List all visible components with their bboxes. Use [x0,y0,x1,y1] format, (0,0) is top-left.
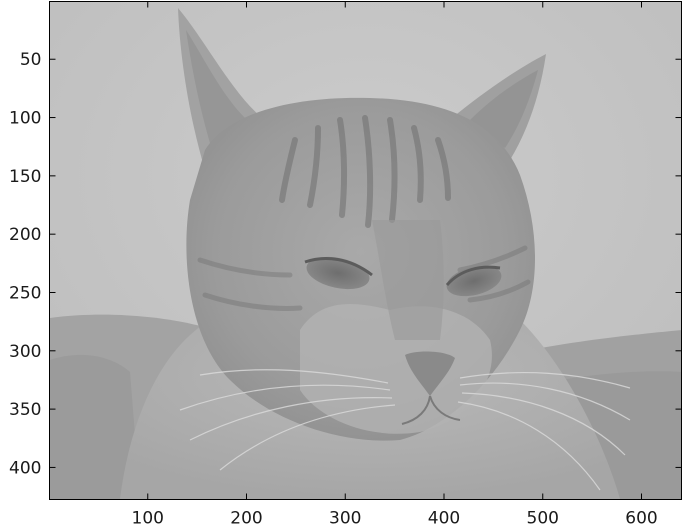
axes-frame [49,1,682,500]
y-tick-label: 100 [9,109,41,129]
y-tick-label: 250 [9,283,41,303]
x-tick-label: 200 [230,509,262,529]
x-tick-label: 600 [625,509,657,529]
y-tick-label: 150 [9,167,41,187]
y-tick-label: 200 [9,225,41,245]
y-axis: 50 100 150 200 250 300 350 400 [9,50,682,478]
y-tick-label: 350 [9,400,41,420]
x-axis: 100 200 300 400 500 600 [132,1,658,529]
cat-image [50,2,682,499]
x-tick-label: 500 [527,509,559,529]
x-tick-label: 300 [329,509,361,529]
y-tick-label: 300 [9,342,41,362]
y-tick-label: 50 [20,50,42,70]
y-tick-label: 400 [9,458,41,478]
x-tick-label: 400 [428,509,460,529]
x-tick-label: 100 [132,509,164,529]
